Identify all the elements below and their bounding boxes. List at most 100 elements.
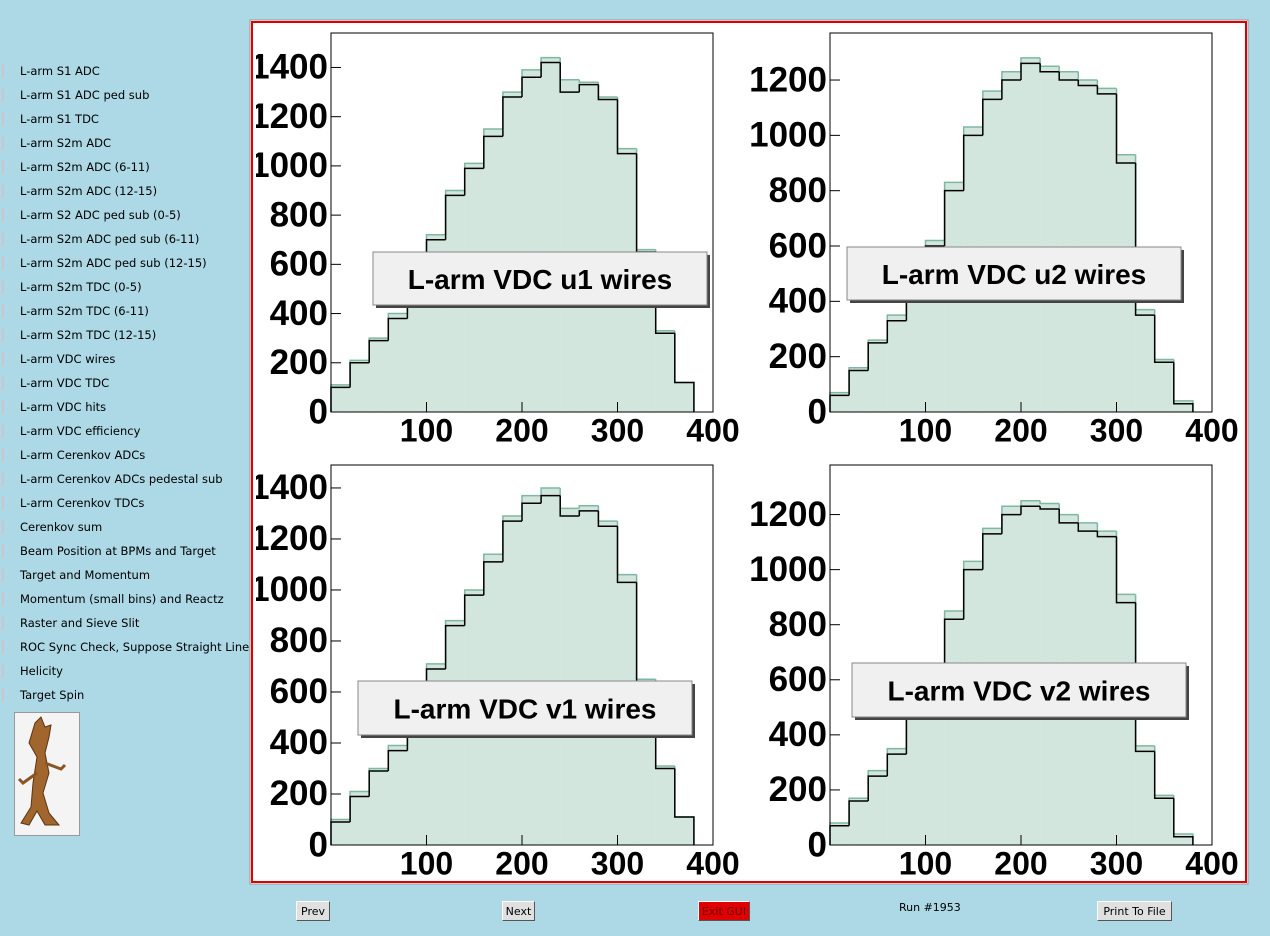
histogram-bar <box>1154 795 1174 845</box>
menu-item[interactable]: L-arm S2 ADC ped sub (0-5) <box>0 206 258 230</box>
y-tick-label: 200 <box>270 774 328 813</box>
histogram-bar <box>1040 66 1060 412</box>
x-tick-label: 400 <box>686 412 739 448</box>
y-tick-label: 0 <box>309 392 328 431</box>
histogram-step <box>444 624 465 670</box>
menu-item[interactable]: L-arm S1 ADC ped sub <box>0 86 258 110</box>
y-tick-label: 200 <box>769 770 827 809</box>
histogram-step <box>559 62 580 93</box>
histogram-bar <box>674 816 694 845</box>
histogram-step <box>463 594 484 626</box>
menu-item[interactable]: Raster and Sieve Slit <box>0 614 258 638</box>
menu-item[interactable]: L-arm Cerenkov TDCs <box>0 494 258 518</box>
histogram-bar <box>906 712 926 845</box>
y-tick-label: 1000 <box>749 116 827 155</box>
histogram-bar <box>830 392 850 412</box>
histogram-step <box>597 84 618 101</box>
histogram-step <box>1001 513 1021 534</box>
menu-item[interactable]: L-arm VDC efficiency <box>0 422 258 446</box>
histogram-step <box>387 317 408 341</box>
y-tick-label: 0 <box>808 392 827 431</box>
menu-item[interactable]: L-arm S1 TDC <box>0 110 258 134</box>
histogram-bar <box>674 382 694 412</box>
histogram-step <box>578 83 599 93</box>
x-tick-label: 400 <box>1185 412 1238 448</box>
histogram-step <box>1153 315 1174 363</box>
menu-item[interactable]: L-arm S2m ADC (12-15) <box>0 182 258 206</box>
title-box <box>851 662 1187 718</box>
histogram-bar <box>887 748 907 845</box>
histogram-bar <box>579 82 599 413</box>
histogram-step <box>1058 71 1079 81</box>
menu-item[interactable]: L-arm S2m TDC (12-15) <box>0 326 258 350</box>
y-tick-label: 800 <box>769 605 827 644</box>
x-tick-label: 100 <box>400 412 453 448</box>
chart-title: L-arm VDC u2 wires <box>882 259 1147 290</box>
menu-item[interactable]: L-arm Cerenkov ADCs <box>0 446 258 470</box>
histogram-step <box>1134 602 1155 753</box>
menu-item[interactable]: Target and Momentum <box>0 566 258 590</box>
menu-item[interactable]: Cerenkov sum <box>0 518 258 542</box>
histogram-step <box>483 135 503 169</box>
menu-item[interactable]: L-arm VDC TDC <box>0 374 258 398</box>
histogram-step <box>982 533 1002 570</box>
histogram-step <box>1115 93 1136 164</box>
y-tick-label: 600 <box>270 245 328 284</box>
menu-item[interactable]: L-arm VDC wires <box>0 350 258 374</box>
y-tick-label: 1200 <box>250 519 328 558</box>
print-button[interactable]: Print To File <box>1097 901 1172 921</box>
logo <box>14 712 80 836</box>
menu-item[interactable]: L-arm S2m ADC <box>0 134 258 158</box>
next-button[interactable]: Next <box>502 901 535 921</box>
histogram-step <box>1115 536 1136 604</box>
histogram-step <box>886 319 907 343</box>
histogram-step <box>521 502 542 522</box>
histogram-step <box>962 134 983 191</box>
menu-item[interactable]: L-arm S2m ADC (6-11) <box>0 158 258 182</box>
histogram-bar-outline <box>578 79 599 83</box>
menu: L-arm S1 ADC L-arm S1 ADC ped sub L-arm S1… <box>0 62 258 710</box>
histogram-bar <box>887 315 907 412</box>
canvas-border <box>251 21 1247 883</box>
histogram-bar <box>331 819 351 845</box>
histogram-step <box>616 99 637 155</box>
histogram-bar <box>868 340 888 412</box>
histogram-step <box>867 775 888 801</box>
y-tick-label: 600 <box>769 660 827 699</box>
histogram-bar-outline <box>1020 500 1041 507</box>
prev-button[interactable]: Prev <box>296 901 330 921</box>
y-tick-label: 0 <box>309 825 328 864</box>
histogram-bar <box>541 57 561 413</box>
histogram-bar <box>849 798 869 845</box>
menu-item[interactable]: Target Spin <box>0 686 258 710</box>
histogram-step <box>578 510 599 517</box>
exit-button[interactable]: Exit GUI <box>698 901 750 921</box>
histogram-step <box>962 568 983 620</box>
histogram-bar <box>331 384 351 412</box>
histogram-step <box>886 753 907 777</box>
menu-item[interactable]: L-arm S2m TDC (6-11) <box>0 302 258 326</box>
histogram-bar <box>369 338 389 412</box>
menu-item[interactable]: L-arm Cerenkov ADCs pedestal sub <box>0 470 258 494</box>
menu-item[interactable]: L-arm S1 ADC <box>0 62 258 86</box>
menu-item[interactable]: L-arm S2m ADC ped sub (6-11) <box>0 230 258 254</box>
histogram-step <box>848 369 869 396</box>
menu-item[interactable]: Momentum (small bins) and Reactz <box>0 590 258 614</box>
histogram-bar <box>1078 80 1098 412</box>
menu-item[interactable]: L-arm S2m ADC ped sub (12-15) <box>0 254 258 278</box>
y-tick-label: 1000 <box>250 146 328 185</box>
histogram-step <box>559 495 580 517</box>
x-tick-label: 300 <box>1090 845 1143 881</box>
y-tick-label: 0 <box>808 825 827 864</box>
x-tick-label: 300 <box>591 845 644 881</box>
canvas-frame <box>249 19 1249 885</box>
menu-item[interactable]: Beam Position at BPMs and Target <box>0 542 258 566</box>
histogram-step <box>483 561 503 596</box>
histogram-step <box>867 342 888 371</box>
menu-item[interactable]: Helicity <box>0 662 258 686</box>
x-tick-label: 100 <box>899 412 952 448</box>
histogram-step <box>597 510 618 527</box>
histogram-step <box>521 76 542 97</box>
menu-item[interactable]: L-arm S2m TDC (0-5) <box>0 278 258 302</box>
menu-item[interactable]: L-arm VDC hits <box>0 398 258 422</box>
